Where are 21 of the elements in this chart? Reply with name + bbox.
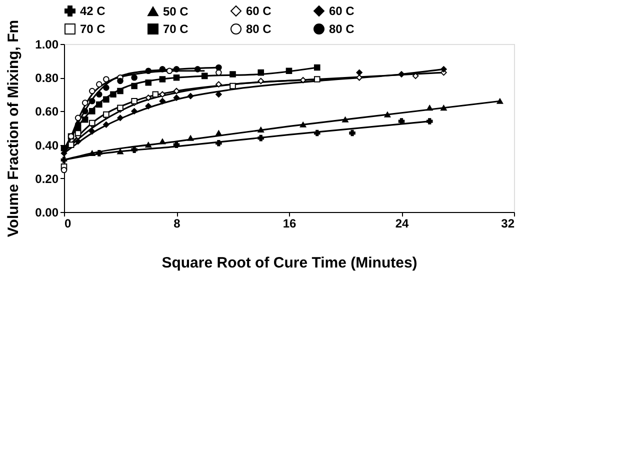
y-axis-title: Volume Fraction of Mixing, Fm [5, 20, 22, 238]
x-tick-label: 8 [174, 216, 181, 230]
legend-label: 42 C [80, 4, 106, 18]
x-axis-title: Square Root of Cure Time (Minutes) [162, 254, 418, 272]
y-tick-label: 0.80 [35, 71, 59, 86]
legend-label: 50 C [163, 4, 189, 18]
y-tick-label: 0.00 [35, 206, 59, 220]
y-tick-label: 1.00 [35, 38, 59, 52]
x-tick-label: 0 [64, 216, 72, 230]
legend-label: 70 C [163, 22, 189, 36]
legend-label: 80 C [246, 22, 272, 36]
x-tick-label: 32 [501, 216, 515, 230]
x-tick-label: 16 [282, 216, 296, 230]
y-tick-label: 0.60 [35, 104, 59, 119]
x-tick-label: 24 [395, 216, 409, 230]
legend-label: 70 C [80, 22, 106, 36]
y-tick-label: 0.40 [35, 138, 59, 152]
y-tick-label: 0.20 [35, 172, 59, 186]
legend-label: 80 C [329, 22, 355, 36]
legend-label: 60 C [329, 4, 355, 18]
legend-label: 60 C [246, 4, 272, 18]
